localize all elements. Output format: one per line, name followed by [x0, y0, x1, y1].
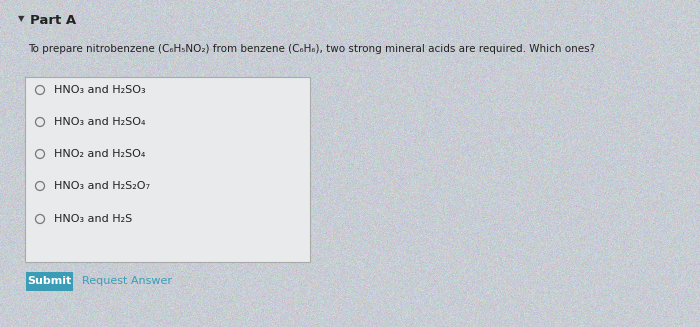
Text: HNO₃ and H₂S₂O₇: HNO₃ and H₂S₂O₇ — [54, 181, 150, 191]
Text: ▼: ▼ — [18, 14, 25, 23]
Text: To prepare nitrobenzene (C₆H₅NO₂) from benzene (C₆H₆), two strong mineral acids : To prepare nitrobenzene (C₆H₅NO₂) from b… — [28, 44, 595, 54]
Circle shape — [36, 215, 45, 223]
Text: Request Answer: Request Answer — [82, 277, 172, 286]
Text: HNO₃ and H₂SO₃: HNO₃ and H₂SO₃ — [54, 85, 146, 95]
FancyBboxPatch shape — [26, 272, 73, 291]
Circle shape — [36, 181, 45, 191]
Text: HNO₃ and H₂S: HNO₃ and H₂S — [54, 214, 132, 224]
Text: Submit: Submit — [27, 277, 71, 286]
Circle shape — [36, 117, 45, 127]
Text: HNO₃ and H₂SO₄: HNO₃ and H₂SO₄ — [54, 117, 146, 127]
Circle shape — [36, 149, 45, 159]
Text: HNO₂ and H₂SO₄: HNO₂ and H₂SO₄ — [54, 149, 146, 159]
Circle shape — [36, 85, 45, 95]
Text: Part A: Part A — [30, 14, 76, 27]
FancyBboxPatch shape — [25, 77, 310, 262]
